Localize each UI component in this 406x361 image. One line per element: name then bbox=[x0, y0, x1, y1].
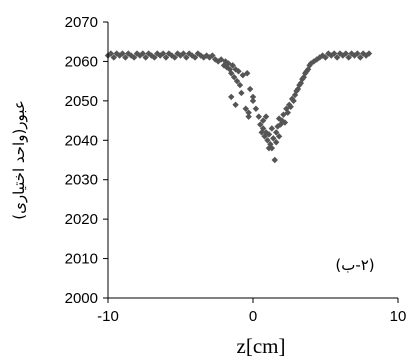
y-tick-label: 2010 bbox=[65, 251, 98, 268]
data-point bbox=[271, 156, 278, 164]
data-point bbox=[255, 113, 262, 120]
data-point bbox=[275, 133, 283, 140]
data-point bbox=[130, 54, 138, 61]
data-point bbox=[242, 105, 249, 112]
data-point bbox=[110, 54, 117, 61]
data-point bbox=[116, 52, 123, 59]
data-point bbox=[313, 56, 320, 63]
y-tick-label: 2020 bbox=[65, 211, 98, 228]
data-point bbox=[281, 119, 289, 126]
data-point bbox=[259, 125, 267, 132]
x-tick-label: 10 bbox=[390, 308, 406, 325]
data-point bbox=[357, 54, 364, 61]
y-tick-label: 2030 bbox=[65, 172, 98, 189]
y-tick-label: 2050 bbox=[65, 93, 98, 110]
data-point bbox=[230, 74, 238, 81]
data-point bbox=[290, 97, 297, 105]
data-point bbox=[235, 68, 242, 75]
data-point bbox=[273, 129, 280, 136]
data-point bbox=[148, 52, 155, 59]
data-point bbox=[236, 81, 244, 89]
data-point bbox=[287, 103, 294, 110]
x-axis-ticks: -10 0 10 bbox=[97, 298, 406, 325]
data-point bbox=[265, 144, 273, 152]
data-point bbox=[265, 131, 273, 138]
data-point bbox=[365, 50, 373, 57]
data-point bbox=[249, 93, 257, 101]
data-point bbox=[284, 109, 291, 116]
data-point bbox=[159, 50, 167, 57]
data-point bbox=[183, 54, 190, 61]
data-point bbox=[245, 113, 252, 120]
data-point bbox=[162, 54, 170, 61]
data-point bbox=[206, 54, 213, 61]
data-point bbox=[288, 95, 296, 103]
y-axis-title: عبور(واحد اختیاری) bbox=[10, 100, 28, 220]
data-point bbox=[249, 97, 257, 105]
data-point bbox=[342, 50, 349, 57]
data-point bbox=[354, 50, 361, 57]
data-point bbox=[139, 50, 146, 57]
data-point bbox=[229, 62, 236, 69]
y-tick-label: 2000 bbox=[65, 290, 98, 307]
data-point bbox=[113, 50, 120, 57]
data-point bbox=[165, 50, 173, 57]
data-point bbox=[264, 137, 271, 144]
data-point bbox=[259, 117, 267, 124]
data-point bbox=[119, 50, 126, 57]
data-point bbox=[336, 50, 344, 57]
data-point bbox=[180, 50, 187, 57]
data-point bbox=[307, 60, 315, 67]
x-axis-title: z[cm] bbox=[237, 334, 286, 358]
data-point bbox=[252, 105, 260, 112]
data-point bbox=[339, 52, 347, 59]
data-point bbox=[151, 54, 158, 61]
data-point bbox=[191, 54, 199, 61]
data-point bbox=[246, 85, 254, 93]
data-point bbox=[333, 54, 341, 61]
x-tick-label: -10 bbox=[97, 308, 119, 325]
data-point bbox=[296, 81, 303, 89]
data-point bbox=[232, 101, 239, 108]
x-tick-label: 0 bbox=[249, 308, 257, 325]
y-tick-label: 2040 bbox=[65, 132, 98, 149]
y-tick-label: 2060 bbox=[65, 53, 98, 70]
data-point bbox=[133, 50, 141, 57]
data-point bbox=[177, 52, 184, 59]
data-point bbox=[194, 50, 202, 57]
data-point bbox=[228, 70, 235, 77]
data-point bbox=[273, 139, 280, 146]
data-point bbox=[245, 109, 252, 116]
data-point bbox=[233, 77, 241, 85]
data-point bbox=[136, 52, 144, 59]
data-point bbox=[325, 50, 332, 57]
data-point bbox=[275, 115, 283, 122]
data-point bbox=[328, 52, 335, 59]
data-point bbox=[257, 121, 264, 128]
data-point bbox=[268, 125, 276, 132]
data-point bbox=[238, 89, 245, 97]
data-point bbox=[228, 93, 235, 101]
y-tick-label: 2070 bbox=[65, 14, 98, 31]
panel-annotation: (۲-ب) bbox=[335, 256, 374, 274]
data-point bbox=[262, 113, 270, 120]
data-point bbox=[171, 54, 178, 61]
data-point bbox=[270, 135, 277, 142]
data-point bbox=[345, 54, 352, 61]
data-point bbox=[209, 52, 216, 59]
data-point bbox=[274, 123, 281, 130]
data-point bbox=[122, 54, 129, 61]
data-point bbox=[306, 62, 313, 69]
data-point bbox=[331, 50, 338, 57]
data-point bbox=[107, 50, 115, 57]
data-point bbox=[322, 54, 329, 61]
data-point bbox=[220, 62, 228, 69]
data-point bbox=[142, 54, 149, 61]
data-point bbox=[244, 70, 251, 77]
data-point bbox=[351, 52, 358, 59]
y-axis-ticks: 2000 2010 2020 2030 2040 2050 2060 2070 bbox=[65, 14, 108, 307]
data-points bbox=[104, 50, 373, 164]
